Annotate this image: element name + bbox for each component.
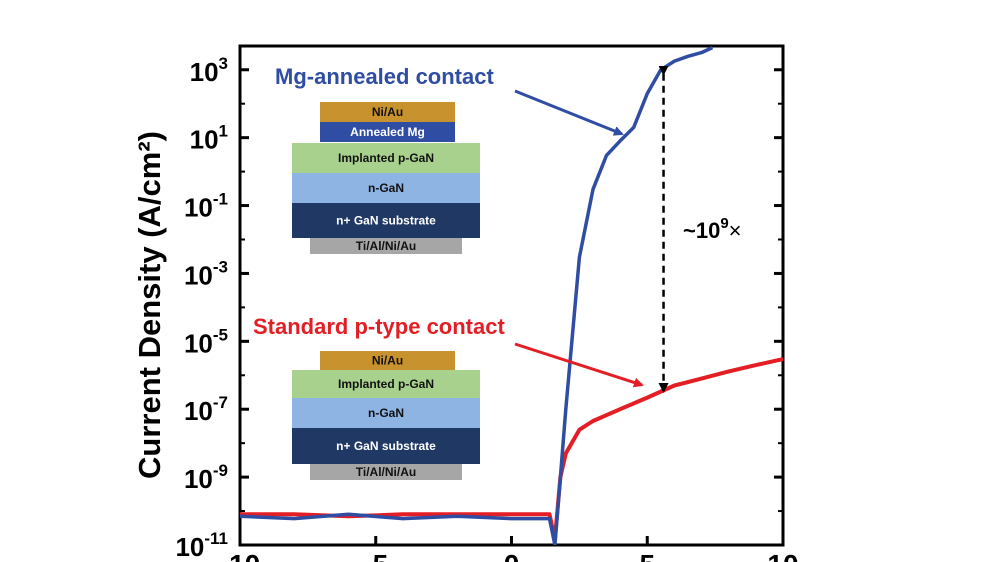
series-mg-annealed-line [240,46,714,545]
stack-layer [292,143,480,173]
stack-layer-label: n-GaN [368,181,404,195]
y-tick-exponent: -11 [204,529,228,548]
annotation-layer: Current Density (A/cm²) Mg-annealed cont… [132,64,742,479]
ratio-annotation: ~109× [683,215,742,243]
stack-layer [310,238,462,254]
stack-layer-label: Annealed Mg [350,125,425,139]
stack-layer-label: Implanted p-GaN [338,151,434,165]
stack-layer-label: Ti/Al/Ni/Au [356,465,416,479]
y-tick-exponent: -5 [213,325,228,344]
y-tick-exponent: 1 [219,122,228,141]
device-stack-insets: Ni/Au Annealed Mg Implanted p-GaN n-GaN n+ G… [292,102,480,480]
stack-layer [320,122,455,142]
y-tick-label: 101 [190,122,228,155]
y-tick-label: 10-3 [184,257,228,290]
stack-layer [320,102,455,122]
y-tick-exponent: 3 [219,54,228,73]
series-standard-line [240,357,783,541]
stack-standard: Ni/Au Implanted p-GaN n-GaN n+ GaN substrat… [292,351,480,480]
stack-layer [292,203,480,238]
standard-annotation-arrow [514,342,644,388]
y-tick-label: 10-1 [184,190,228,223]
stack-layer-label: Ni/Au [372,354,403,368]
y-tick-label: 10-5 [184,325,228,358]
stack-layer [292,173,480,203]
y-tick-base: 10 [184,193,213,223]
stack-layer-label: Ni/Au [372,105,403,119]
stack-layer [292,428,480,464]
y-tick-base: 10 [184,464,213,494]
y-tick-exponent: -3 [213,257,228,276]
y-tick-base: 10 [184,328,213,358]
x-tick-label: -10 [220,549,260,562]
x-tick-label: 5 [639,549,655,562]
stack-layer [310,464,462,480]
stack-layer-label: Implanted p-GaN [338,377,434,391]
y-tick-label: 10-7 [184,393,228,426]
y-tick-base: 10 [190,125,219,155]
stack-layer-label: n-GaN [368,406,404,420]
y-tick-label: 10-9 [184,461,228,494]
y-tick-label: 10-11 [175,529,228,562]
stack-layer-label: n+ GaN substrate [336,439,436,453]
y-tick-exponent: -9 [213,461,228,480]
mg-annotation-label: Mg-annealed contact [275,64,494,89]
y-tick-base: 10 [184,260,213,290]
y-tick-base: 10 [184,396,213,426]
stack-layer [320,351,455,370]
x-tick-label: -5 [363,549,388,562]
ratio-base: ~10 [683,218,720,243]
y-tick-exponent: -1 [213,190,228,209]
y-tick-label: 103 [190,54,228,87]
x-axis-ticks: -10 -5 0 5 10 [220,536,799,562]
stack-layer-label: n+ GaN substrate [336,214,436,228]
x-tick-label: 0 [504,549,520,562]
stack-layer [292,370,480,398]
x-tick-label: 10 [767,549,798,562]
y-axis-label: Current Density (A/cm²) [132,131,167,479]
ratio-exponent: 9 [720,215,728,232]
y-tick-base: 10 [190,57,219,87]
stack-layer [292,398,480,428]
stack-layer-label: Ti/Al/Ni/Au [356,239,416,253]
mg-annotation-arrow [514,89,624,136]
series-layer [240,46,783,545]
standard-annotation-label: Standard p-type contact [253,314,505,339]
ratio-suffix: × [729,218,742,243]
stack-mg-annealed: Ni/Au Annealed Mg Implanted p-GaN n-GaN n+ G… [292,102,480,254]
y-tick-exponent: -7 [213,393,228,412]
y-tick-base: 10 [175,532,204,562]
